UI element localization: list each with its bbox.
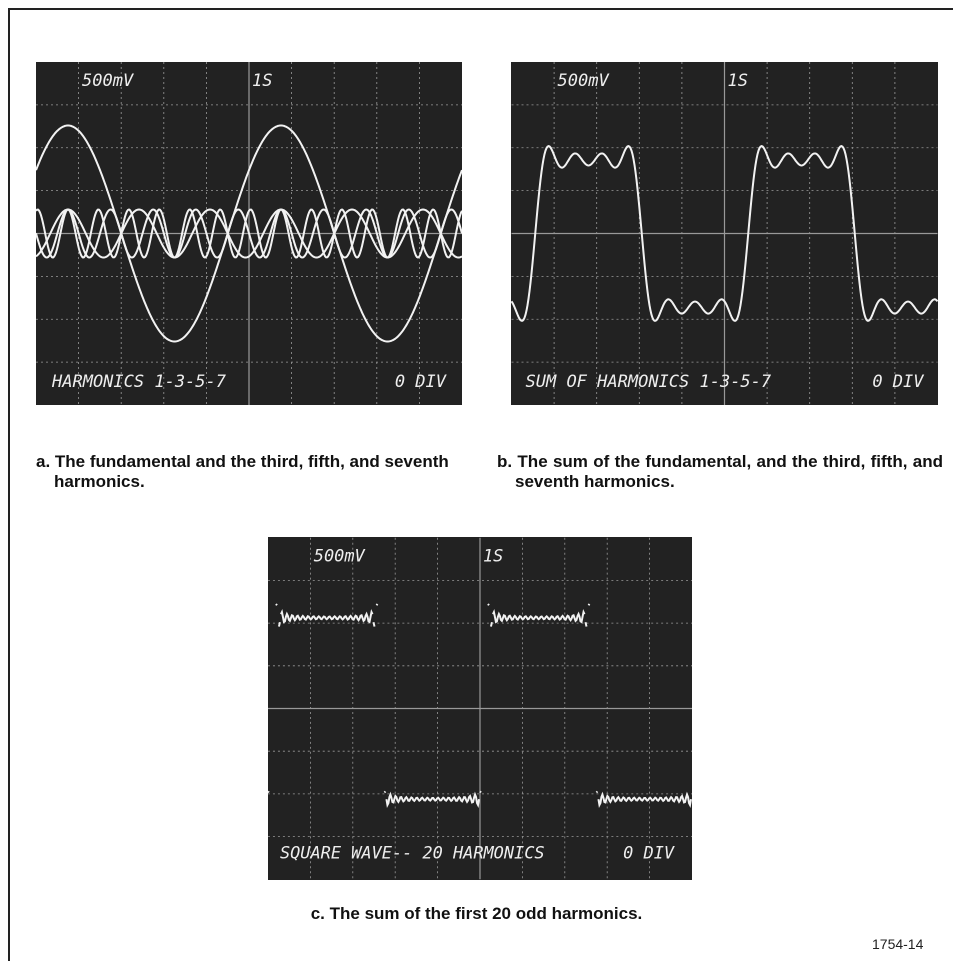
scale: 500mV	[82, 71, 134, 91]
time: 1S	[728, 71, 748, 91]
scope-screen: 500mV 1S SUM OF HARMONICS 1-3-5-7 0 DIV	[511, 62, 938, 405]
label: HARMONICS 1-3-5-7	[51, 372, 227, 392]
caption: c. The sum of the first 20 odd harmonics…	[0, 904, 953, 924]
time: 1S	[252, 71, 272, 91]
scale: 500mV	[314, 546, 366, 566]
offset: 0 DIV	[872, 372, 924, 392]
caption: a. The fundamental and the third, fifth,…	[36, 452, 476, 492]
offset: 0 DIV	[623, 842, 675, 862]
caption: b. The sum of the fundamental, and the t…	[497, 452, 943, 492]
figure-number: 1754-14	[872, 936, 923, 952]
page: 500mV 1S HARMONICS 1-3-5-7 0 DIV 500mV 1…	[0, 0, 953, 961]
time: 1S	[483, 546, 503, 566]
label: SUM OF HARMONICS 1-3-5-7	[526, 372, 772, 392]
scope-screen: 500mV 1S SQUARE WAVE-- 20 HARMONICS 0 DI…	[268, 537, 692, 880]
offset: 0 DIV	[395, 372, 447, 392]
label: SQUARE WAVE-- 20 HARMONICS	[280, 842, 545, 862]
scale: 500mV	[558, 71, 610, 91]
scope-screen: 500mV 1S HARMONICS 1-3-5-7 0 DIV	[36, 62, 462, 405]
